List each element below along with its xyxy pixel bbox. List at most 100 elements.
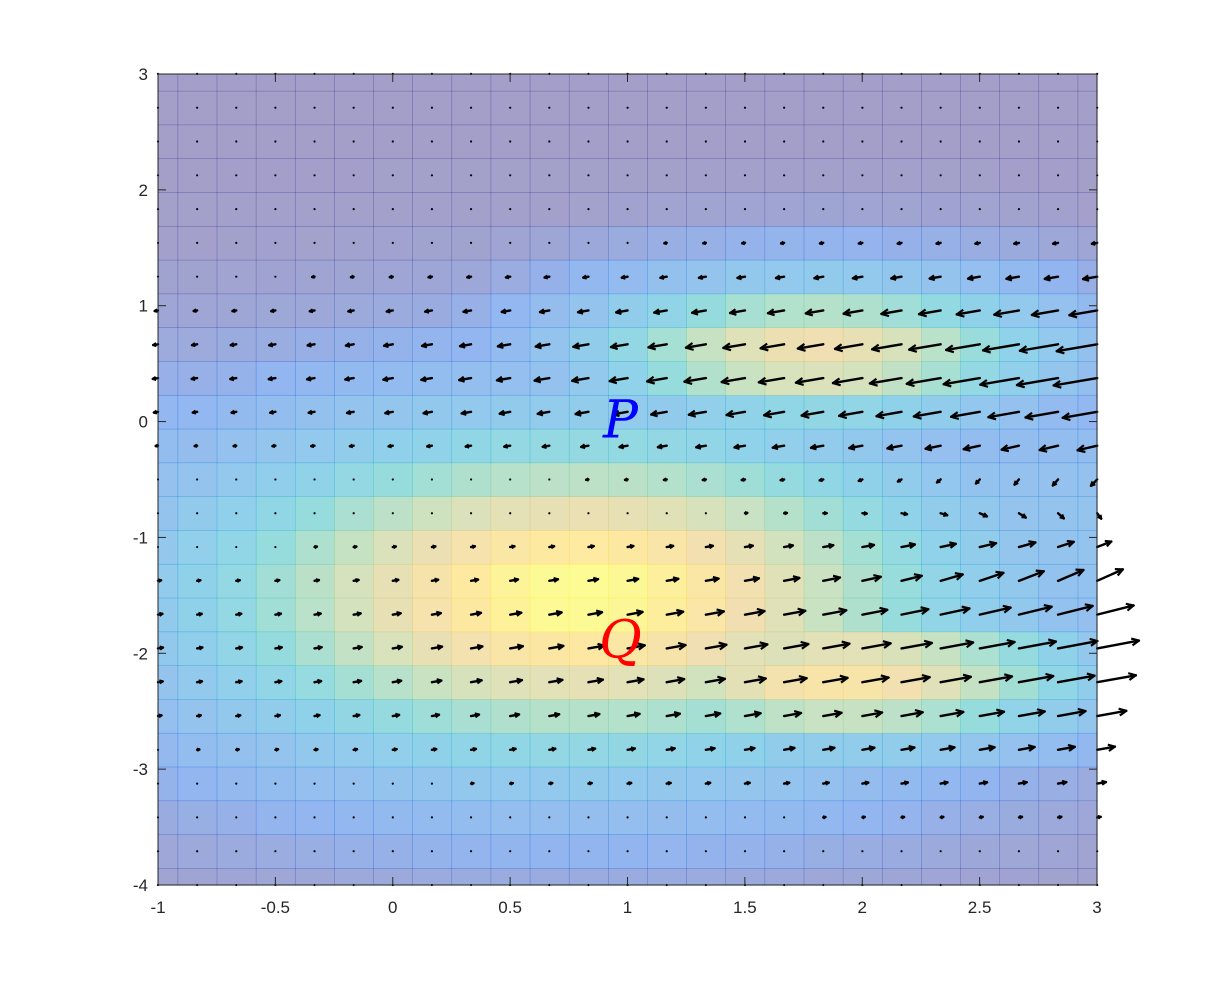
field-arrow	[1089, 478, 1099, 487]
field-arrow	[391, 106, 394, 109]
heatmap-cell	[881, 868, 922, 886]
field-arrow	[974, 478, 981, 485]
field-arrow	[905, 376, 942, 388]
field-arrow	[391, 140, 394, 143]
heatmap-cell	[803, 74, 844, 92]
field-arrow	[190, 342, 199, 348]
field-arrow	[274, 611, 283, 617]
field-arrow	[347, 308, 355, 314]
field-arrow	[458, 375, 473, 383]
field-arrow	[509, 174, 512, 177]
heatmap-cell	[608, 74, 648, 92]
field-arrow	[759, 342, 786, 352]
field-arrow	[469, 677, 483, 685]
field-arrow	[900, 573, 923, 583]
heatmap-cell	[158, 732, 179, 768]
field-arrow	[196, 545, 199, 549]
field-arrow	[704, 745, 716, 752]
field-arrow	[533, 375, 551, 384]
field-arrow	[191, 409, 199, 415]
field-arrow	[978, 540, 998, 549]
field-arrow	[548, 781, 554, 786]
heatmap-cell	[158, 665, 179, 700]
field-arrow	[762, 409, 786, 419]
field-arrow	[743, 641, 769, 651]
heatmap-cell	[158, 259, 179, 295]
heatmap-cell	[158, 428, 179, 464]
field-arrow	[385, 308, 394, 314]
field-arrow	[1043, 274, 1060, 282]
field-arrow	[861, 174, 864, 177]
field-arrow	[1095, 568, 1125, 583]
field-arrow	[665, 850, 668, 853]
field-arrow	[743, 745, 756, 752]
field-arrow	[880, 308, 903, 318]
heatmap-cell	[158, 192, 179, 227]
field-arrow	[783, 140, 786, 143]
field-arrow	[352, 611, 362, 617]
heatmap-cell	[1077, 124, 1098, 159]
field-arrow	[687, 409, 708, 418]
field-arrow	[156, 578, 163, 583]
x-tick-label: 1	[623, 898, 632, 917]
heatmap-cell	[1077, 293, 1098, 328]
field-arrow	[313, 644, 323, 651]
field-arrow	[626, 781, 633, 786]
field-arrow	[665, 746, 676, 752]
field-arrow	[509, 816, 512, 819]
field-arrow	[352, 106, 355, 109]
field-arrow	[782, 543, 795, 550]
field-arrow	[861, 640, 892, 650]
field-arrow	[818, 240, 825, 246]
field-arrow	[587, 850, 590, 853]
field-arrow	[1056, 174, 1060, 177]
field-arrow	[458, 342, 473, 349]
field-arrow	[704, 710, 722, 719]
field-arrow	[305, 375, 316, 382]
field-arrow	[704, 675, 727, 685]
field-arrow	[195, 578, 202, 583]
field-arrow	[822, 709, 843, 719]
heatmap-cell	[1077, 800, 1098, 835]
field-arrow	[422, 409, 434, 416]
field-arrow	[274, 816, 277, 819]
field-arrow	[1056, 512, 1066, 520]
field-arrow	[626, 850, 629, 853]
field-arrow	[665, 608, 685, 617]
field-arrow	[469, 207, 473, 211]
field-arrow	[1013, 240, 1021, 246]
field-arrow	[274, 241, 277, 244]
field-arrow	[352, 678, 363, 685]
y-tick-label: -4	[133, 876, 148, 895]
field-arrow	[587, 174, 590, 177]
field-arrow	[665, 106, 668, 109]
field-arrow	[900, 140, 903, 143]
field-arrow	[743, 780, 751, 786]
field-arrow	[783, 207, 786, 211]
field-arrow	[978, 106, 981, 109]
field-arrow	[939, 511, 949, 517]
field-arrow	[743, 607, 766, 617]
field-arrow	[702, 240, 708, 246]
field-arrow	[818, 477, 825, 483]
field-arrow	[587, 512, 590, 515]
field-arrow	[195, 645, 204, 651]
field-arrow	[900, 673, 931, 684]
field-arrow	[584, 477, 590, 482]
heatmap-cell	[451, 868, 492, 886]
heatmap-cell	[1077, 496, 1098, 531]
field-arrow	[650, 409, 668, 418]
heatmap-cell	[177, 74, 218, 92]
field-arrow	[151, 342, 160, 348]
field-arrow	[274, 207, 277, 211]
field-arrow	[782, 575, 801, 583]
field-arrow	[939, 708, 965, 718]
field-arrow	[1013, 478, 1021, 486]
annotation-layer: PQ	[599, 390, 642, 670]
heatmap-cell	[255, 868, 296, 886]
field-arrow	[391, 577, 400, 583]
field-arrow	[271, 443, 277, 449]
heatmap-cell	[1038, 74, 1079, 92]
field-arrow	[235, 850, 238, 853]
field-arrow	[548, 677, 564, 685]
